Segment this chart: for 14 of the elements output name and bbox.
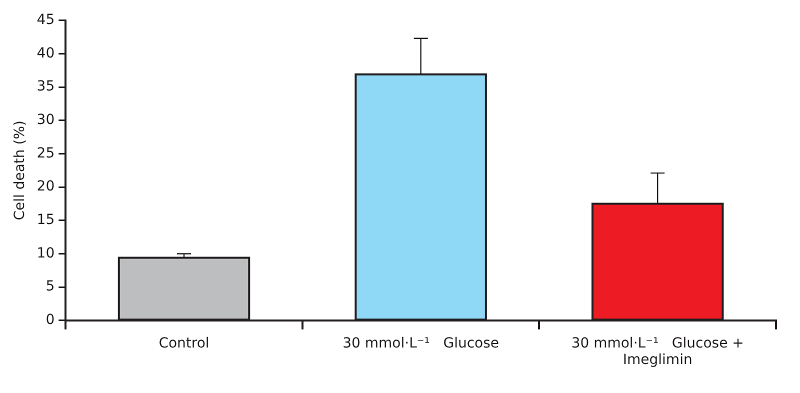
x-tick-label: 30 mmol·L⁻¹ Glucose (342, 335, 500, 352)
y-tick-label: 25 (36, 145, 55, 162)
y-tick-label: 40 (36, 45, 55, 62)
y-tick-label: 15 (36, 212, 55, 228)
y-tick-label: 30 (36, 112, 55, 128)
x-tick-label: 30 mmol·L⁻¹ Glucose + Imeglimin (571, 335, 744, 368)
y-axis-title: Cell death (%) (12, 120, 28, 220)
y-tick-label: 0 (46, 312, 55, 328)
y-tick-label: 45 (36, 12, 55, 28)
x-tick-label: Control (158, 335, 210, 352)
y-tick-label: 5 (46, 278, 55, 295)
y-tick-label: 20 (36, 178, 55, 195)
y-tick-label: 10 (36, 245, 55, 262)
y-tick-label: 35 (36, 78, 55, 95)
